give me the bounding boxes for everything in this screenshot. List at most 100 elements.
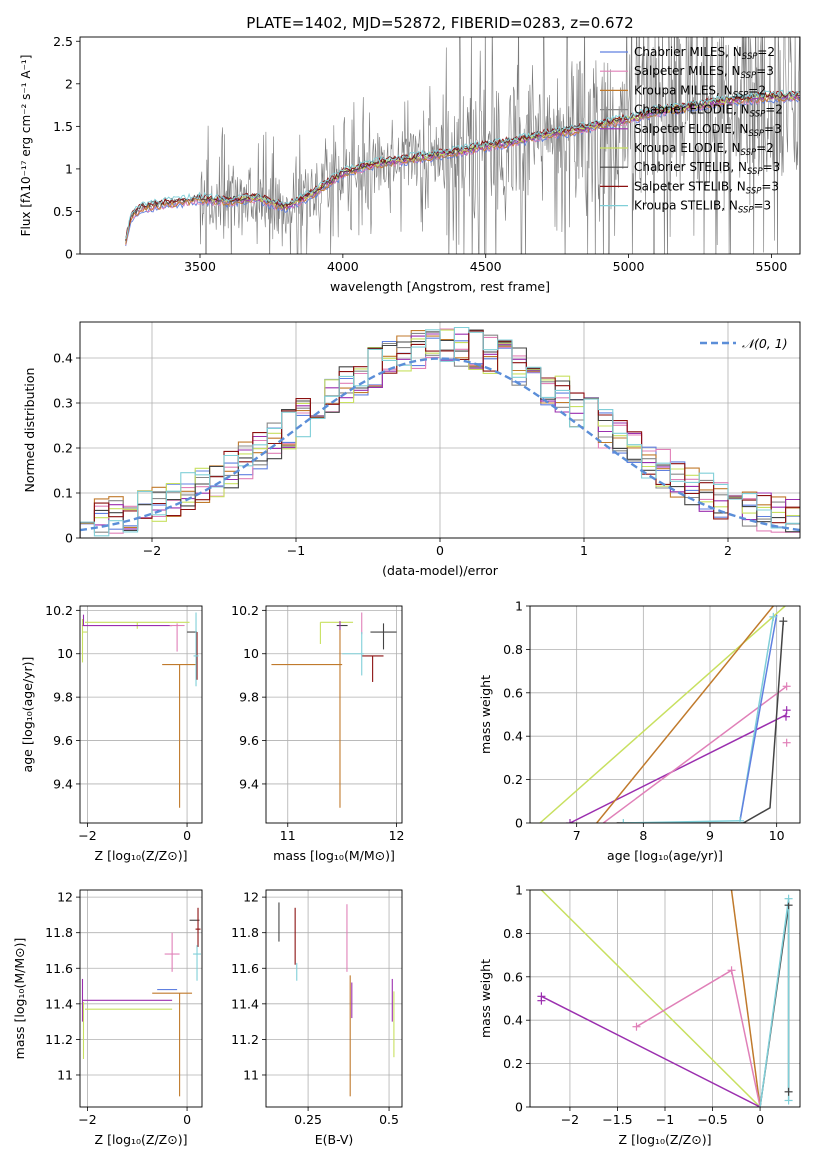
axes-frame	[265, 889, 403, 1108]
x-tick-label: 0.5	[379, 1112, 399, 1127]
plot-area	[81, 612, 199, 808]
age-vs-mass-panel: 11 12 9.4 9.6 9.8 10 10.2 mass [log₁₀(M/M⊙)]	[231, 603, 404, 863]
y-tick-label: 9.6	[239, 733, 259, 748]
x-axis-label: E(B-V)	[315, 1132, 354, 1147]
y-tick-label: 1	[65, 161, 73, 176]
y-tick-label: 11.4	[45, 996, 73, 1011]
y-axis-label: age [log₁₀(age/yr)]	[20, 657, 35, 773]
error-bar-point	[193, 945, 202, 981]
mass-weight-marker	[779, 617, 788, 626]
y-axis-label: Normed distribution	[22, 368, 37, 493]
mass-weight-marker	[784, 894, 793, 903]
x-tick-label: 5000	[613, 259, 645, 274]
y-tick-label: 1	[515, 883, 523, 898]
axes-frame	[79, 889, 203, 1108]
legend-entry: Kroupa ELODIE, NSSP=2	[634, 141, 774, 158]
y-tick-label: 12	[243, 890, 259, 905]
mass-weight-line	[539, 606, 787, 823]
legend-entry: Kroupa MILES, NSSP=2	[634, 83, 766, 100]
x-tick-label: 12	[389, 828, 405, 843]
y-tick-label: 0	[65, 247, 73, 262]
x-tick-label: 2	[724, 543, 732, 558]
axes-frame	[79, 36, 801, 255]
plot-area	[539, 606, 791, 823]
x-axis-label: (data-model)/error	[382, 563, 499, 578]
y-tick-label: 0.2	[503, 1056, 523, 1071]
x-tick-label: −1	[287, 543, 305, 558]
mass-weight-line	[602, 685, 788, 823]
mass-weight-line	[739, 614, 778, 821]
x-tick-label: 3500	[184, 259, 216, 274]
x-axis-label: wavelength [Angstrom, rest frame]	[330, 279, 550, 294]
y-tick-label: 0	[515, 1100, 523, 1115]
mass-weight-line	[616, 621, 785, 823]
axes-frame	[79, 605, 203, 824]
y-tick-label: 11.2	[45, 1032, 73, 1047]
y-tick-label: 0.4	[53, 351, 73, 366]
y-tick-label: 0.2	[53, 441, 73, 456]
y-tick-label: 9.6	[53, 733, 73, 748]
x-tick-label: 9	[706, 828, 714, 843]
axes-frame	[529, 605, 801, 824]
legend-entry: Chabrier STELIB, NSSP=3	[634, 160, 780, 177]
y-tick-label: 0.8	[503, 642, 523, 657]
y-tick-label: 0.1	[53, 486, 73, 501]
figure-title: PLATE=1402, MJD=52872, FIBERID=0283, z=0…	[246, 14, 633, 32]
y-axis-label: Flux [fλ10⁻¹⁷ erg cm⁻² s⁻¹ A⁻¹]	[19, 55, 33, 237]
legend-entry: Salpeter STELIB, NSSP=3	[634, 179, 779, 196]
error-bar-point	[370, 623, 397, 650]
x-tick-label: 7	[573, 828, 581, 843]
x-axis-label: mass [log₁₀(M/M⊙)]	[273, 848, 395, 863]
x-tick-label: −1.5	[602, 1112, 632, 1127]
mass-weight-marker	[782, 682, 791, 691]
mass-weight-marker	[782, 738, 791, 747]
legend-entry: Chabrier ELODIE, NSSP=2	[634, 103, 783, 120]
mass-weight-marker	[784, 1087, 793, 1096]
residual-histogram-step	[80, 326, 800, 538]
plot-area	[271, 612, 397, 808]
x-axis-label: Z [log₁₀(Z/Z⊙)]	[619, 1132, 712, 1147]
error-bar-point	[162, 664, 198, 808]
legend-entry: Salpeter ELODIE, NSSP=3	[634, 122, 782, 139]
y-tick-label: 0.4	[503, 1013, 523, 1028]
y-tick-label: 10.2	[45, 603, 73, 618]
x-tick-label: −2	[561, 1112, 579, 1127]
x-tick-label: 0	[756, 1112, 764, 1127]
y-tick-label: 0.6	[503, 969, 523, 984]
mass-weight-marker	[727, 966, 736, 975]
mass-weight-marker	[566, 819, 574, 823]
y-tick-label: 11.8	[45, 925, 73, 940]
y-tick-label: 10.2	[231, 603, 259, 618]
y-tick-label: 9.8	[53, 690, 73, 705]
spectrum-panel: 3500 4000 4500 5000 5500 0 0.5 1 1.5 2 2.5 waveleng…	[19, 34, 801, 294]
y-tick-label: 9.8	[239, 690, 259, 705]
y-tick-label: 1	[515, 599, 523, 614]
x-axis-label: Z [log₁₀(Z/Z⊙)]	[95, 1132, 188, 1147]
y-tick-label: 11.2	[231, 1032, 259, 1047]
y-tick-label: 2	[65, 76, 73, 91]
mass-vs-metallicity-panel: −2 0 11 11.2 11.4 11.6 11.8 12 Z [log₁₀(Z/Z⊙)] ma…	[12, 889, 203, 1147]
axes-frame	[265, 605, 403, 824]
mass-weight-marker	[769, 612, 778, 621]
y-tick-label: 9.4	[239, 776, 259, 791]
x-tick-label: −2	[143, 543, 161, 558]
legend-entry: Kroupa STELIB, NSSP=3	[634, 199, 771, 216]
x-tick-label: 0	[183, 828, 191, 843]
weight-vs-age-panel: 7 8 9 10 0 0.2 0.4 0.6 0.8 1 age [log₁₀(age/yr)] ma…	[478, 599, 801, 863]
legend-entry: Salpeter MILES, NSSP=3	[634, 64, 774, 81]
y-tick-label: 1.5	[53, 119, 73, 134]
mass-weight-marker	[619, 819, 628, 823]
y-tick-label: 0.6	[503, 685, 523, 700]
y-tick-label: 11.6	[231, 961, 259, 976]
error-bar-point	[81, 619, 88, 663]
mass-weight-line	[569, 713, 788, 823]
plot-area	[537, 890, 793, 1107]
y-tick-label: 0.8	[503, 926, 523, 941]
mass-weight-marker	[782, 706, 791, 715]
error-bar-point	[195, 907, 201, 947]
x-tick-label: 0	[436, 543, 444, 558]
y-axis-label: mass weight	[478, 959, 493, 1038]
y-tick-label: 9.4	[53, 776, 73, 791]
y-tick-label: 11.6	[45, 961, 73, 976]
